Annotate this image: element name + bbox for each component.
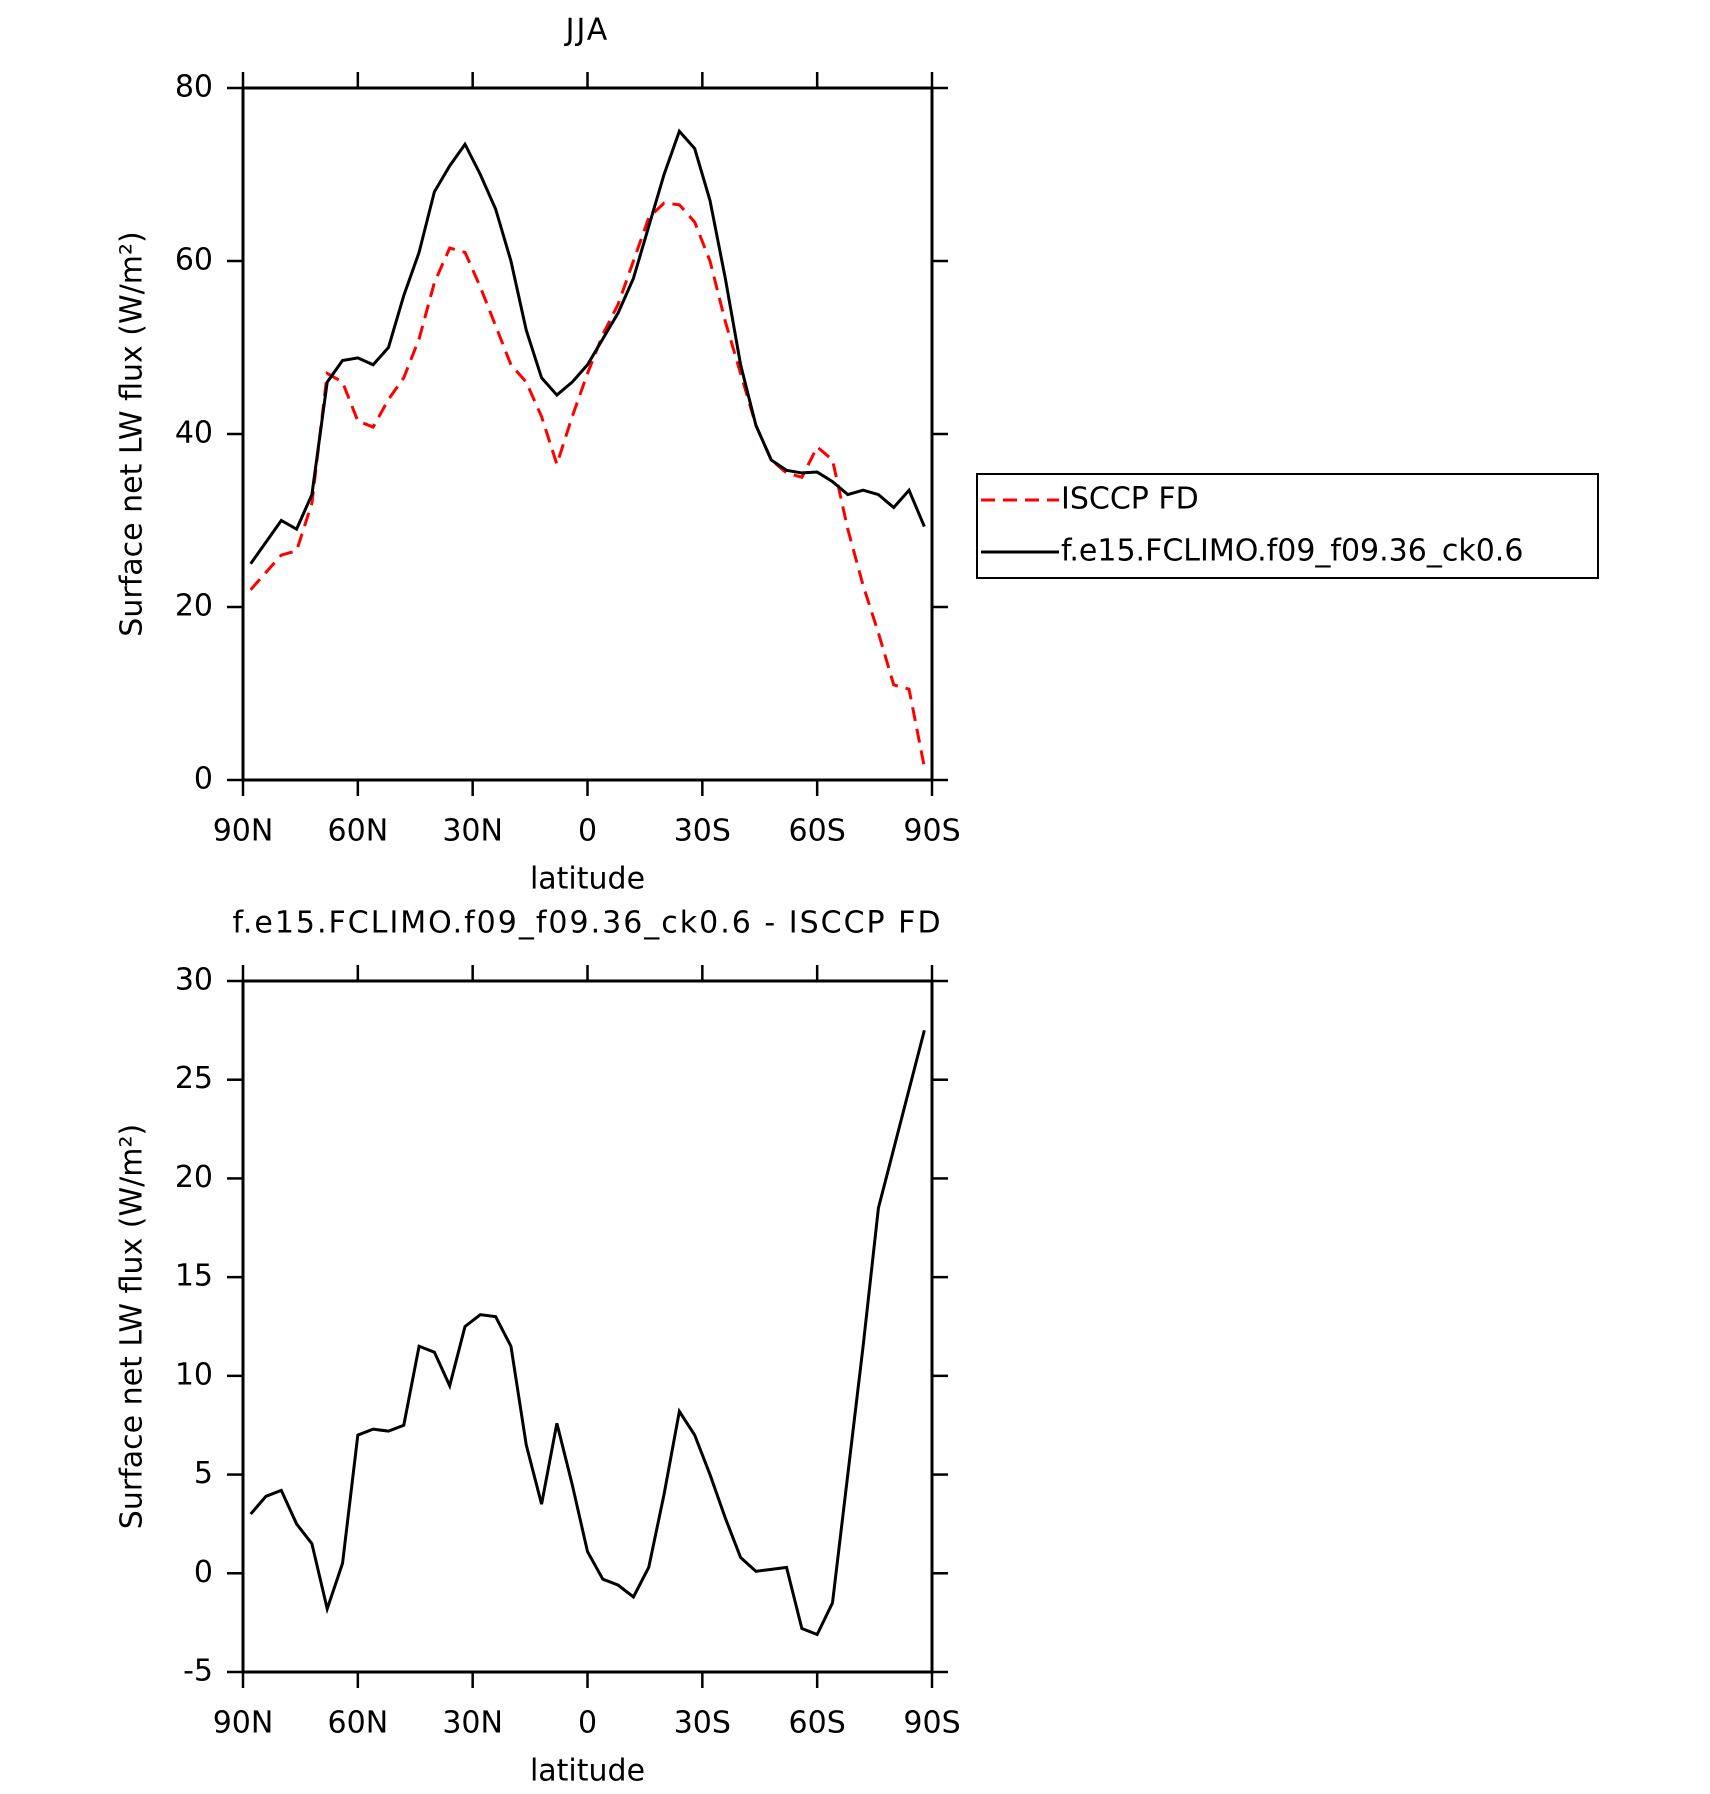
y-tick-label: 60 [175,243,213,278]
x-tick-label: 0 [578,814,597,849]
y-tick-label: 20 [175,1160,213,1195]
plot-frame [241,86,934,782]
x-tick-label: 60N [328,1706,389,1741]
x-tick-label: 30N [442,814,503,849]
x-tick-label: 90N [213,814,274,849]
x-tick-label: 0 [578,1706,597,1741]
x-tick-label: 60S [789,814,846,849]
x-axis-label: latitude [530,862,645,897]
y-tick-label: 15 [175,1259,213,1294]
x-tick-label: 60N [328,814,389,849]
y-tick-label: 10 [175,1357,213,1392]
y-axis-label: Surface net LW flux (W/m²) [115,1124,150,1529]
x-tick-label: 30N [442,1706,503,1741]
data-line [249,201,926,768]
data-line [249,1029,926,1637]
y-tick-label: 0 [194,762,213,797]
y-tick-label: 40 [175,416,213,451]
chart-title: JJA [564,13,610,48]
plot-frame [241,979,934,1674]
data-line [249,128,926,565]
x-tick-label: 90S [903,814,960,849]
x-tick-label: 30S [674,1706,731,1741]
y-tick-label: -5 [183,1654,213,1689]
x-tick-label: 60S [789,1706,846,1741]
y-tick-label: 20 [175,589,213,624]
y-tick-label: 80 [175,70,213,105]
y-tick-label: 5 [194,1456,213,1491]
legend-label: f.e15.FCLIMO.f09_f09.36_ck0.6 [1061,534,1523,569]
y-tick-label: 25 [175,1061,213,1096]
y-tick-label: 30 [175,963,213,998]
x-tick-label: 90N [213,1706,274,1741]
x-axis-label: latitude [530,1754,645,1789]
x-tick-label: 30S [674,814,731,849]
legend-label: ISCCP FD [1061,482,1199,517]
chart-title: f.e15.FCLIMO.f09_f09.36_ck0.6 - ISCCP FD [232,906,942,941]
legend-box [976,473,1599,579]
y-tick-label: 0 [194,1555,213,1590]
x-tick-label: 90S [903,1706,960,1741]
y-axis-label: Surface net LW flux (W/m²) [115,231,150,636]
